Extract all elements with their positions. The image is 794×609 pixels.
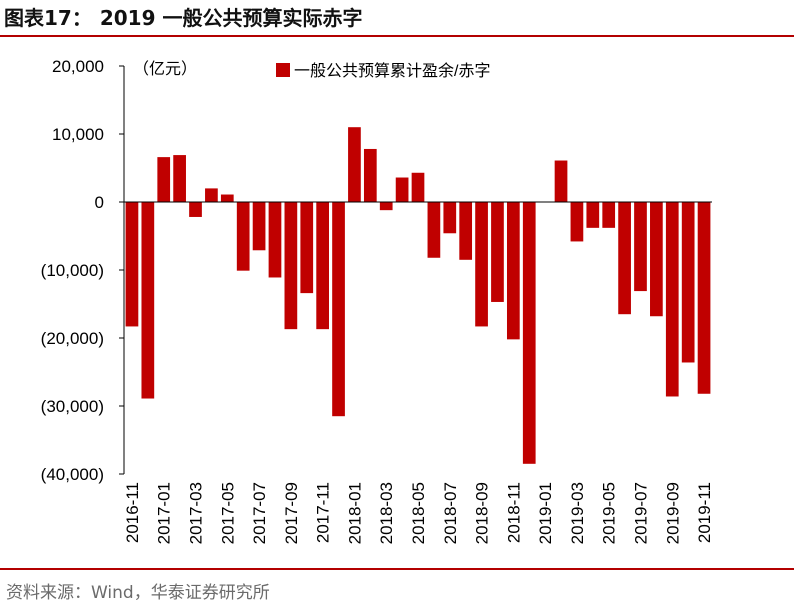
bar <box>522 202 536 464</box>
x-tick-label: 2018-03 <box>377 482 396 544</box>
x-tick-label: 2018-09 <box>473 482 492 544</box>
y-tick-label: 10,000 <box>52 125 104 144</box>
bar <box>665 202 679 397</box>
x-tick-label: 2019-05 <box>600 482 619 544</box>
bar <box>427 202 441 258</box>
bar-chart: 20,000 10,000 0 (10,000) (20,000) (30,000) (40… <box>41 57 714 544</box>
bar <box>236 202 250 271</box>
x-tick-label: 2018-05 <box>409 482 428 544</box>
bar <box>300 202 314 294</box>
y-axis: 20,000 10,000 0 (10,000) (20,000) (30,000) (40… <box>41 57 125 484</box>
figure-title: 图表17： 2019 一般公共预算实际赤字 <box>4 3 362 33</box>
x-tick-label: 2019-03 <box>568 482 587 544</box>
bar <box>348 127 361 202</box>
x-tick-label: 2017-01 <box>155 482 174 544</box>
bar <box>475 202 488 327</box>
x-tick-label: 2019-09 <box>663 482 682 544</box>
bar <box>220 194 234 202</box>
x-tick-label: 2018-11 <box>504 482 523 543</box>
bar <box>157 157 171 202</box>
bar <box>697 202 711 394</box>
bar <box>443 202 457 234</box>
bar <box>491 202 504 302</box>
x-tick-label: 2017-03 <box>187 482 206 544</box>
unit-label: （亿元） <box>133 60 197 78</box>
legend-label: 一般公共预算累计盈余/赤字 <box>294 61 490 80</box>
chart-title: 2019 一般公共预算实际赤字 <box>99 6 363 30</box>
bar <box>681 202 695 363</box>
bar <box>379 202 393 211</box>
legend-swatch <box>276 63 290 77</box>
bar <box>363 148 377 202</box>
x-tick-label: 2019-07 <box>631 482 650 544</box>
bar <box>173 155 186 202</box>
x-tick-label: 2017-11 <box>314 482 333 543</box>
figure-label: 图表17： <box>4 6 92 30</box>
y-tick-label: 20,000 <box>52 57 104 76</box>
x-tick-label: 2017-07 <box>250 482 269 544</box>
bar <box>268 202 282 278</box>
x-tick-label: 2016-11 <box>123 482 142 543</box>
bar-series <box>125 127 711 464</box>
x-axis: 2016-11 2017-01 2017-03 2017-05 2017-07 2017-… <box>123 201 714 544</box>
bar <box>634 202 647 292</box>
bar <box>252 202 266 251</box>
x-tick-label: 2017-05 <box>218 482 237 544</box>
bar <box>411 172 425 202</box>
bar <box>284 202 298 330</box>
bar <box>602 202 616 228</box>
x-tick-label: 2018-01 <box>345 482 364 544</box>
title-divider <box>0 35 794 37</box>
bar <box>618 202 631 315</box>
bar <box>650 202 663 317</box>
bar <box>316 202 329 330</box>
legend: 一般公共预算累计盈余/赤字 <box>276 61 490 80</box>
bar <box>554 160 568 202</box>
source-note: 资料来源：Wind，华泰证券研究所 <box>6 583 270 603</box>
bar <box>395 177 409 202</box>
bar <box>141 202 155 399</box>
x-tick-label: 2018-07 <box>441 482 460 544</box>
y-tick-label: (40,000) <box>41 465 104 484</box>
x-tick-label: 2019-11 <box>695 482 714 543</box>
bar <box>332 202 345 417</box>
bar <box>506 202 520 340</box>
bar <box>586 202 600 228</box>
bar <box>189 202 202 217</box>
y-tick-label: (30,000) <box>41 397 104 416</box>
bar <box>570 202 584 242</box>
x-tick-label: 2017-09 <box>282 482 301 544</box>
y-tick-label: (10,000) <box>41 261 104 280</box>
bar <box>459 202 473 260</box>
bar <box>125 202 139 327</box>
bar <box>205 188 218 202</box>
source-divider <box>0 568 794 570</box>
x-tick-label: 2019-01 <box>536 482 555 544</box>
y-tick-label: 0 <box>95 193 104 212</box>
y-tick-label: (20,000) <box>41 329 104 348</box>
